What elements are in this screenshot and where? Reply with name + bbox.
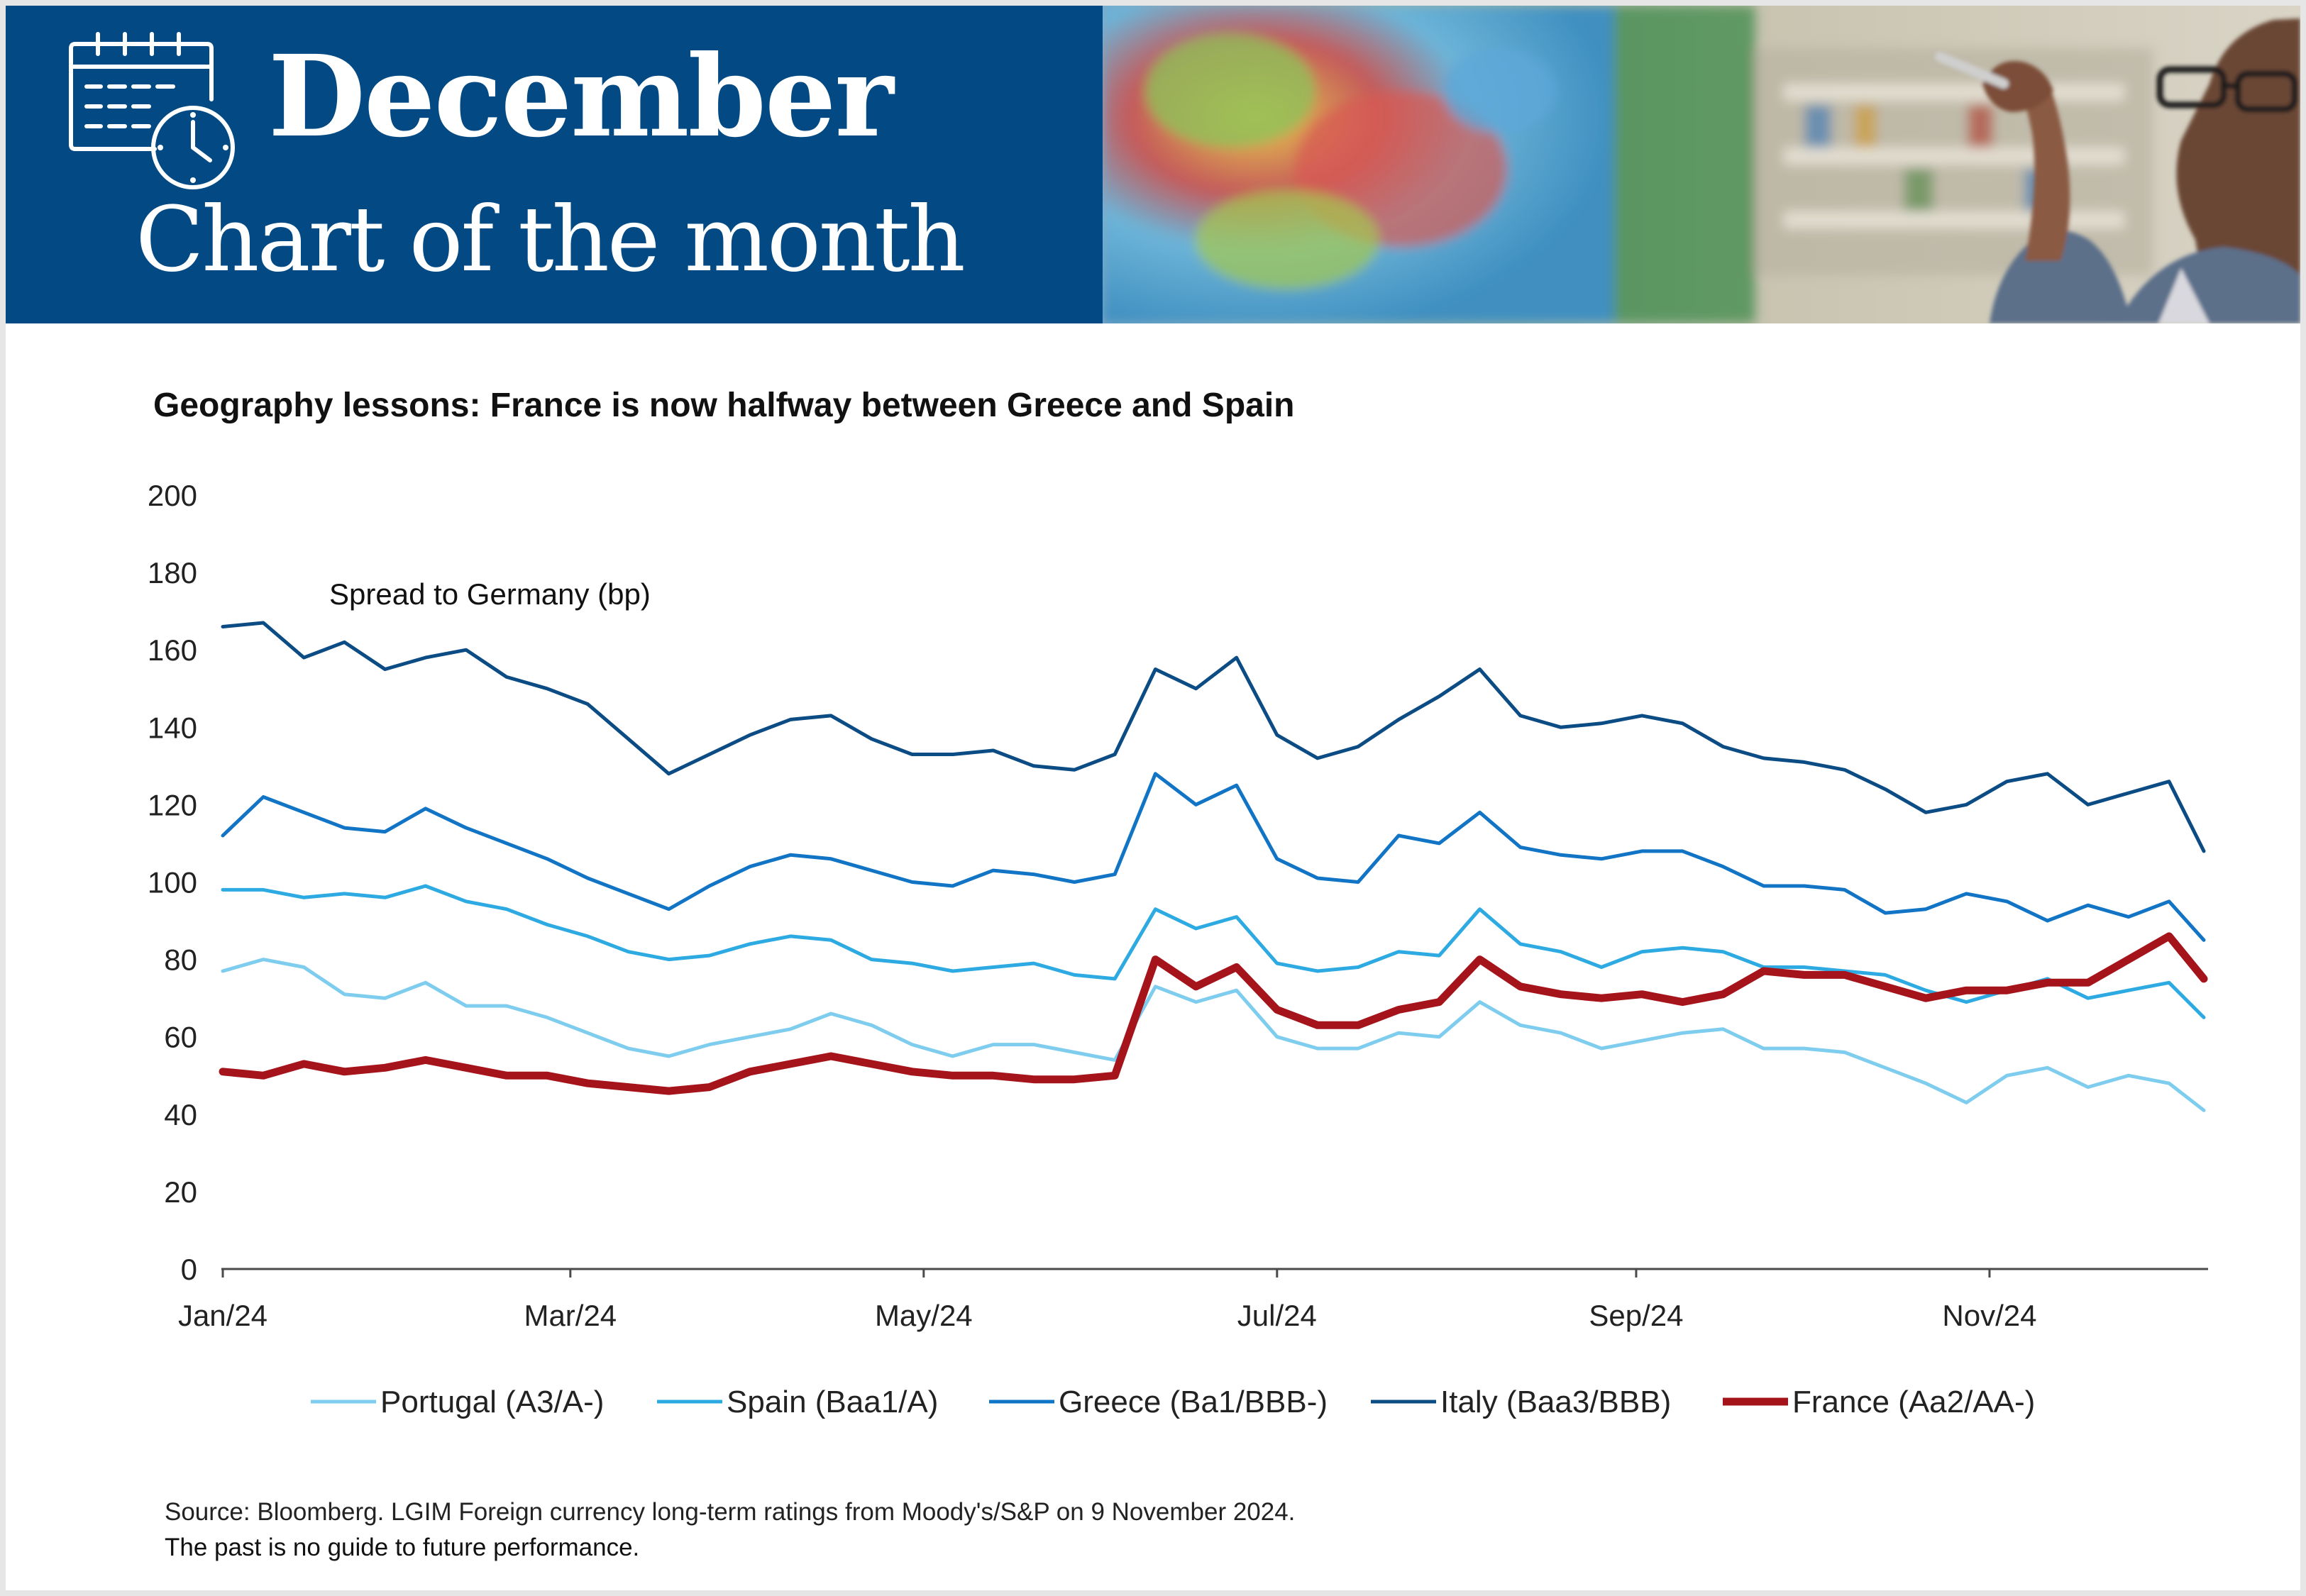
y-tick-label: 20 <box>164 1175 197 1209</box>
y-tick-label: 160 <box>148 633 197 667</box>
y-tick-label: 0 <box>181 1253 197 1286</box>
x-tick-label: Mar/24 <box>524 1299 617 1332</box>
y-tick-label: 100 <box>148 866 197 899</box>
series-line-greece <box>221 772 2206 942</box>
chart-title: Geography lessons: France is now halfway… <box>153 387 1295 424</box>
legend-label: Greece (Ba1/BBB-) <box>1059 1385 1328 1419</box>
x-tick-label: Jan/24 <box>178 1299 267 1332</box>
y-tick-label: 40 <box>164 1098 197 1131</box>
legend-label: Portugal (A3/A-) <box>380 1385 604 1419</box>
header-subtitle: Chart of the month <box>136 187 966 292</box>
y-tick-label: 180 <box>148 556 197 589</box>
series-line-france <box>219 932 2208 1095</box>
y-tick-label: 140 <box>148 711 197 744</box>
x-tick-label: Jul/24 <box>1237 1299 1317 1332</box>
header-title-panel: December Chart of the month <box>6 6 1103 323</box>
y-tick-label: 80 <box>164 943 197 977</box>
line-chart: 0 20 40 60 80 100 120 140 160 180 200 Jan/24 Mar/24 M… <box>148 479 2208 1419</box>
disclaimer-note: The past is no guide to future performan… <box>165 1534 640 1561</box>
legend-label: France (Aa2/AA-) <box>1792 1385 2035 1419</box>
y-tick-label: 120 <box>148 788 197 821</box>
teacher-pointing-at-map-photo <box>1103 6 2300 323</box>
y-unit-annotation: Spread to Germany (bp) <box>329 577 651 611</box>
series-line-portugal <box>221 958 2206 1112</box>
calendar-clock-icon <box>69 32 235 189</box>
x-tick-label: Nov/24 <box>1942 1299 2036 1332</box>
header-banner: December Chart of the month <box>6 6 2300 323</box>
x-tick-label: Sep/24 <box>1589 1299 1683 1332</box>
header-month: December <box>268 31 894 162</box>
series-line-spain <box>221 884 2206 1019</box>
y-tick-label: 60 <box>164 1021 197 1054</box>
legend-label: Spain (Baa1/A) <box>727 1385 938 1419</box>
chart-card: December Chart of the month <box>6 6 2300 1590</box>
legend-label: Italy (Baa3/BBB) <box>1440 1385 1671 1419</box>
source-note: Source: Bloomberg. LGIM Foreign currency… <box>165 1498 1296 1526</box>
series-line-italy <box>221 621 2206 853</box>
y-tick-label: 200 <box>148 479 197 512</box>
x-tick-label: May/24 <box>875 1299 973 1332</box>
